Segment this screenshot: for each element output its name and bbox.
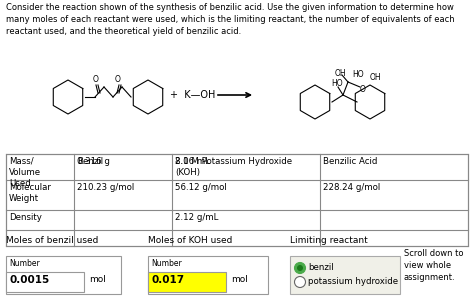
- Text: 210.23 g/mol: 210.23 g/mol: [77, 183, 134, 192]
- Text: 8.0 M Potassium Hydroxide
(KOH): 8.0 M Potassium Hydroxide (KOH): [175, 157, 292, 177]
- Text: +  K—OH: + K—OH: [170, 90, 215, 100]
- Circle shape: [294, 262, 306, 274]
- Text: Limiting reactant: Limiting reactant: [290, 236, 368, 245]
- Text: mol: mol: [89, 275, 106, 284]
- Text: Number: Number: [151, 259, 182, 268]
- Text: Moles of benzil used: Moles of benzil used: [6, 236, 99, 245]
- Text: 2.16 mL: 2.16 mL: [175, 157, 210, 166]
- Text: O: O: [360, 85, 366, 95]
- Text: 0.316 g: 0.316 g: [77, 157, 110, 166]
- Circle shape: [294, 277, 306, 288]
- Text: Density: Density: [9, 213, 42, 222]
- Text: 0.0015: 0.0015: [10, 275, 50, 285]
- Text: O: O: [115, 75, 121, 84]
- Text: Consider the reaction shown of the synthesis of benzilic acid. Use the given inf: Consider the reaction shown of the synth…: [6, 3, 455, 36]
- Text: HO: HO: [331, 79, 343, 88]
- Text: Molecular
Weight: Molecular Weight: [9, 183, 51, 203]
- Text: 228.24 g/mol: 228.24 g/mol: [323, 183, 380, 192]
- Text: Number: Number: [9, 259, 40, 268]
- Text: 56.12 g/mol: 56.12 g/mol: [175, 183, 227, 192]
- Text: 0.017: 0.017: [152, 275, 185, 285]
- Bar: [6, 272, 84, 292]
- Circle shape: [297, 265, 303, 271]
- Text: Benzil: Benzil: [77, 157, 103, 166]
- Text: benzil: benzil: [308, 262, 334, 271]
- Bar: [290, 256, 400, 294]
- Text: OH: OH: [335, 69, 346, 79]
- Bar: [148, 256, 268, 294]
- Text: HO: HO: [352, 70, 364, 79]
- Text: Benzilic Acid: Benzilic Acid: [323, 157, 377, 166]
- Text: Scroll down to
view whole
assignment.: Scroll down to view whole assignment.: [404, 249, 464, 281]
- Text: Mass/
Volume
Used: Mass/ Volume Used: [9, 157, 41, 188]
- Text: Moles of KOH used: Moles of KOH used: [148, 236, 232, 245]
- Bar: [6, 154, 468, 246]
- Text: OH: OH: [370, 73, 382, 82]
- Bar: [6, 256, 121, 294]
- Text: mol: mol: [231, 275, 248, 284]
- Bar: [148, 272, 226, 292]
- Text: potassium hydroxide: potassium hydroxide: [308, 277, 398, 285]
- Text: 2.12 g/mL: 2.12 g/mL: [175, 213, 219, 222]
- Text: O: O: [93, 75, 99, 84]
